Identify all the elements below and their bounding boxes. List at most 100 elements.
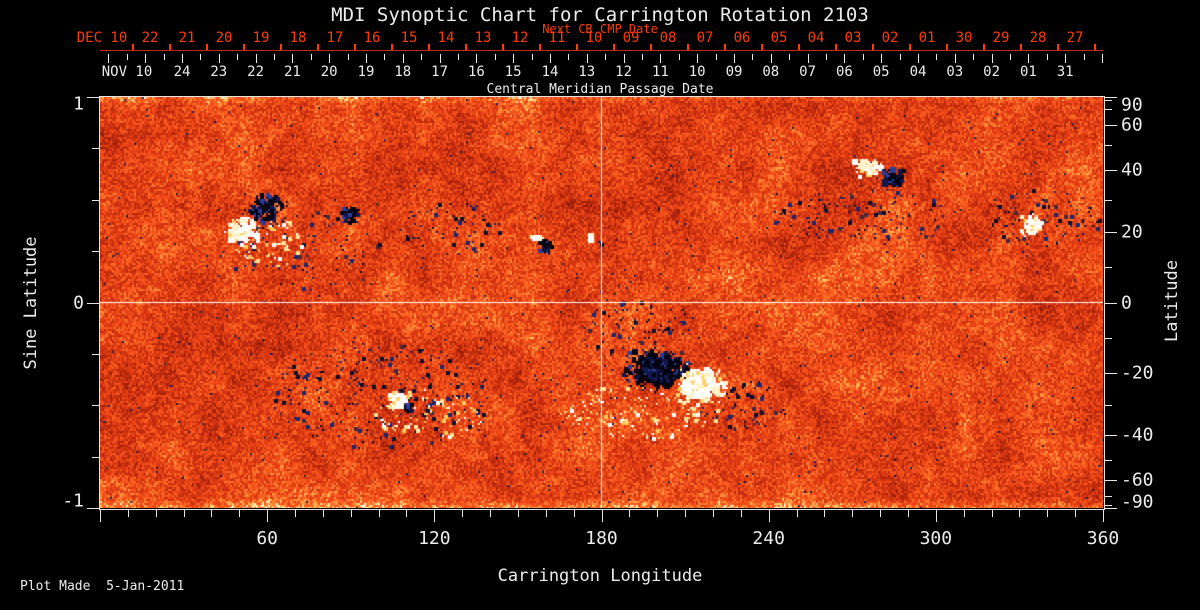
red-axis-tick	[908, 44, 911, 50]
white-date-label: 13	[578, 64, 596, 80]
x-tick-label: 60	[256, 528, 278, 549]
red-axis-tick	[575, 44, 578, 50]
right-axis-tick	[1104, 302, 1117, 304]
x-axis-tick	[322, 509, 324, 517]
white-axis-tick	[366, 54, 367, 63]
chart-title: MDI Synoptic Chart for Carrington Rotati…	[331, 4, 869, 26]
x-axis-tick	[295, 509, 297, 517]
right-axis-tick	[1104, 338, 1112, 340]
x-axis-tick	[1019, 509, 1021, 517]
x-axis-tick	[880, 509, 882, 517]
white-axis-tick	[991, 54, 993, 63]
white-date-label: 18	[394, 64, 412, 80]
left-axis-tick	[92, 251, 100, 253]
white-date-label: 21	[283, 64, 301, 80]
red-date-label: 11	[548, 30, 566, 46]
red-date-label: 09	[622, 30, 640, 46]
white-axis-tick	[1028, 54, 1030, 63]
red-axis-tick	[427, 44, 430, 50]
red-date-label: 10	[585, 30, 603, 46]
right-axis-tick	[1104, 100, 1112, 102]
red-axis-tick	[1019, 44, 1022, 50]
white-axis-tick	[145, 54, 147, 63]
white-axis-tick	[678, 54, 680, 60]
right-axis-tick	[1104, 145, 1112, 147]
white-axis-tick	[605, 54, 607, 60]
white-axis-tick	[936, 54, 938, 60]
red-axis-tick	[464, 44, 467, 50]
magnetogram-canvas	[100, 97, 1103, 508]
right-axis-tick	[1104, 266, 1112, 268]
white-date-label: 14	[541, 64, 559, 80]
white-date-label: 01	[1019, 64, 1037, 80]
red-axis-tick	[1093, 44, 1096, 50]
red-date-label: 16	[363, 30, 381, 46]
red-date-label: 01	[918, 30, 936, 46]
red-date-label: 08	[659, 30, 677, 46]
red-date-label: 12	[511, 30, 529, 46]
left-axis-tick	[92, 405, 100, 407]
white-date-label: 10	[688, 64, 706, 80]
x-axis-tick	[183, 509, 185, 517]
left-axis-tick	[87, 508, 100, 509]
red-axis-tick	[612, 44, 615, 50]
white-axis-tick	[734, 54, 735, 63]
x-axis-tick	[1075, 509, 1077, 517]
white-date-label: 16	[467, 64, 485, 80]
red-date-label: 21	[178, 30, 196, 46]
white-date-label: 08	[762, 64, 780, 80]
red-month-label: DEC 10	[76, 30, 128, 46]
x-axis-tick	[127, 509, 129, 517]
red-date-label: 20	[215, 30, 233, 46]
white-date-label: 09	[725, 64, 743, 80]
white-axis-tick	[182, 54, 183, 63]
cmp-date-axis-title: Central Meridian Passage Date	[486, 82, 714, 97]
white-axis-tick	[384, 54, 386, 60]
x-tick-label: 180	[585, 528, 618, 549]
x-axis-tick	[545, 509, 547, 517]
x-axis-tick	[712, 509, 714, 517]
right-axis-tick	[1104, 232, 1117, 234]
red-axis-line	[100, 50, 1103, 51]
red-axis-tick	[723, 44, 726, 50]
white-axis-tick	[660, 54, 662, 63]
white-axis-tick	[918, 54, 919, 63]
x-axis-tick	[350, 509, 352, 517]
right-axis-tick	[1104, 405, 1112, 407]
x-axis-tick	[685, 509, 687, 517]
right-axis-tick	[1104, 199, 1112, 201]
white-axis-tick	[439, 54, 441, 63]
red-date-label: 17	[326, 30, 344, 46]
white-axis-tick	[255, 54, 257, 63]
white-date-label: 19	[357, 64, 375, 80]
white-axis-tick	[108, 54, 110, 63]
x-axis-tick	[462, 509, 464, 517]
right-tick-label: -20	[1121, 362, 1154, 384]
right-axis-tick	[1104, 109, 1112, 111]
x-axis-tick	[824, 509, 826, 517]
white-axis-tick	[973, 54, 975, 60]
x-tick-label: 300	[919, 528, 953, 549]
red-axis-tick	[1056, 44, 1059, 50]
white-axis-tick	[826, 54, 827, 60]
x-axis-tick	[211, 509, 213, 517]
right-tick-label: 20	[1121, 221, 1143, 243]
left-tick-label: 1	[73, 93, 84, 115]
white-axis-tick	[126, 54, 128, 60]
white-axis-tick	[274, 54, 275, 60]
x-tick-label: 120	[418, 528, 451, 549]
red-date-label: 22	[141, 30, 159, 46]
red-axis-tick	[945, 44, 948, 50]
white-axis-tick	[163, 54, 165, 60]
x-axis-tick	[852, 509, 854, 517]
x-axis-tick	[657, 509, 659, 517]
red-axis-tick	[390, 44, 393, 50]
x-axis-tick	[517, 509, 519, 517]
x-axis-tick	[601, 509, 603, 522]
red-date-label: 02	[881, 30, 899, 46]
white-axis-tick	[586, 54, 588, 63]
x-axis-tick	[907, 509, 909, 517]
white-axis-tick	[513, 54, 515, 63]
white-date-label: 31	[1056, 64, 1074, 80]
